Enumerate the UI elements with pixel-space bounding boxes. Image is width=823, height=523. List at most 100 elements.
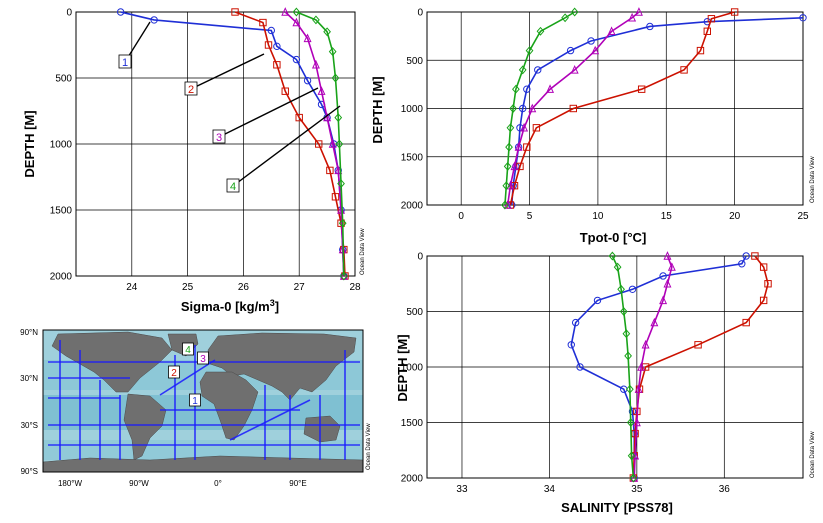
- salinity-xtick-1: 34: [544, 484, 556, 495]
- sigma-callout-3-box: [212, 129, 226, 144]
- map-land-australia: [303, 415, 341, 443]
- sigma-series-1-point-5: [303, 76, 312, 85]
- sigma-xtick-4: 28: [349, 282, 361, 293]
- tpot-series-3-point-11: [503, 200, 512, 209]
- map-station-2-box: [168, 365, 180, 379]
- map-station-3-label: 3: [200, 354, 206, 365]
- salinity-series-4-point-4: [622, 329, 631, 339]
- salinity-xtick-2: 35: [631, 484, 643, 495]
- tpot-ytick-3: 1500: [401, 152, 424, 163]
- salinity-series-3-point-4: [650, 317, 659, 327]
- sigma-xlabel: Sigma-0 [kg/m3]: [181, 298, 279, 314]
- tpot-series-2-point-4: [680, 66, 688, 74]
- salinity-series-3-point-3: [659, 295, 668, 305]
- salinity-series-4-point-8: [627, 451, 636, 461]
- map-station-1-box: [189, 393, 201, 407]
- sigma-callout-1-label: 1: [122, 57, 128, 69]
- sigma-series-1-point-3: [273, 42, 281, 51]
- sigma-xtick-0: 24: [126, 282, 138, 293]
- tpot-series-4-point-7: [506, 123, 515, 133]
- tpot-series-3-point-5: [546, 84, 555, 93]
- map-station-1-label: 1: [192, 396, 198, 407]
- salinity-series-1-point-6: [567, 341, 575, 349]
- tpot-series-3-point-4: [570, 65, 579, 74]
- tpot-series-3-point-7: [520, 122, 529, 132]
- sigma-callout-3-label: 3: [216, 132, 222, 144]
- tpot-series-4-point-8: [505, 142, 513, 152]
- salinity-series-4-point-7: [626, 418, 635, 427]
- sigma-series-1-point-4: [292, 55, 301, 64]
- tpot-series-1-point-7: [519, 104, 527, 113]
- tpot-series-1-point-6: [523, 85, 531, 93]
- salinity-ytick-3: 1500: [401, 418, 424, 429]
- tpot-series-3-point-2: [607, 26, 616, 35]
- sigma-series-3-point-6: [328, 139, 337, 148]
- salinity-series-4-point-9: [629, 473, 638, 483]
- map-side-label: Ocean Data View: [366, 423, 372, 470]
- tpot-xtick-2: 10: [592, 211, 604, 222]
- sigma-series-1-point-2: [267, 26, 275, 35]
- tpot-series-2-point-0: [730, 8, 739, 16]
- tpot-xtick-1: 5: [527, 211, 533, 222]
- salinity-series-4-point-1: [613, 262, 622, 272]
- sigma-callout-2-label: 2: [188, 84, 194, 96]
- tpot-series-4-point-0: [570, 7, 579, 17]
- sigma-series-3-point-0: [281, 7, 290, 16]
- map-land-africa: [199, 371, 259, 441]
- tpot-ylabel: DEPTH [M]: [370, 76, 385, 143]
- sigma-series-4-point-8: [338, 218, 347, 228]
- salinity-series-2-point-5: [694, 341, 702, 349]
- map-lon-tick-3: 90°E: [289, 479, 306, 488]
- salinity-series-3-point-5: [641, 339, 650, 349]
- salinity-series-3-line: [633, 255, 673, 479]
- map-track-17: [229, 399, 311, 441]
- tpot-series-2-point-8: [523, 143, 531, 151]
- sigma-series-4-line: [296, 11, 345, 277]
- salinity-series-1-point-1: [738, 260, 746, 268]
- tpot-series-2-point-9: [516, 162, 524, 171]
- salinity-series-2-point-1: [759, 263, 768, 271]
- sigma-callout-2-box: [184, 81, 198, 96]
- salinity-series-4-point-5: [624, 351, 632, 361]
- tpot-xtick-4: 20: [729, 211, 741, 222]
- salinity-series-1-point-5: [571, 318, 580, 327]
- sigma-series-2-point-6: [315, 140, 323, 148]
- salinity-series-1-point-9: [628, 407, 637, 416]
- salinity-ytick-4: 2000: [401, 474, 424, 485]
- salinity-series-4-line: [611, 255, 635, 479]
- sigma-series-4-point-9: [339, 271, 348, 281]
- tpot-series-1-point-5: [534, 66, 542, 74]
- tpot-series-4-point-2: [536, 26, 545, 36]
- sigma-callout-4-leader: [232, 105, 341, 187]
- tpot-series-3-point-3: [591, 45, 600, 55]
- salinity-series-3-point-9: [631, 450, 640, 460]
- tpot-side-label: Ocean Data View: [810, 156, 816, 203]
- sigma-series-3-point-2: [303, 33, 312, 43]
- sigma-series-1-point-1: [150, 16, 158, 24]
- salinity-xlabel: SALINITY [PSS78]: [561, 500, 673, 515]
- sigma-xtick-1: 25: [182, 282, 194, 293]
- map-land-south-america: [123, 393, 167, 461]
- tpot-profile-panel: DEPTH [M] Tpot-0 [°C] Ocean Data View 0 5…: [370, 7, 816, 245]
- sigma-series-4-point-2: [323, 27, 331, 37]
- map-lon-tick-0: 180°W: [58, 479, 83, 488]
- map-lon-tick-2: 0°: [214, 479, 222, 488]
- tpot-series-1-point-0: [799, 14, 807, 22]
- sigma-series-2-point-4: [281, 87, 289, 95]
- salinity-series-1-point-2: [659, 272, 667, 280]
- tpot-series-2-point-2: [703, 27, 711, 36]
- station-map: 90°N 30°N 30°S 90°S 180°W 90°W 0° 90°E 1 2 34 Oce…: [20, 328, 372, 488]
- salinity-series-1-point-3: [628, 285, 637, 293]
- salinity-side-label: Ocean Data View: [810, 431, 816, 478]
- salinity-ylabel: DEPTH [M]: [395, 334, 410, 401]
- sigma-series-2-point-1: [259, 18, 267, 27]
- tpot-series-3-point-8: [514, 142, 523, 151]
- tpot-ytick-4: 2000: [401, 201, 424, 212]
- map-frame: [42, 329, 364, 473]
- salinity-ytick-0: 0: [417, 252, 423, 263]
- sigma-callout-4-box: [226, 178, 240, 193]
- salinity-ytick-2: 1000: [401, 363, 424, 374]
- map-station-4-label: 4: [185, 345, 191, 356]
- sigma-ytick-1: 500: [55, 74, 72, 85]
